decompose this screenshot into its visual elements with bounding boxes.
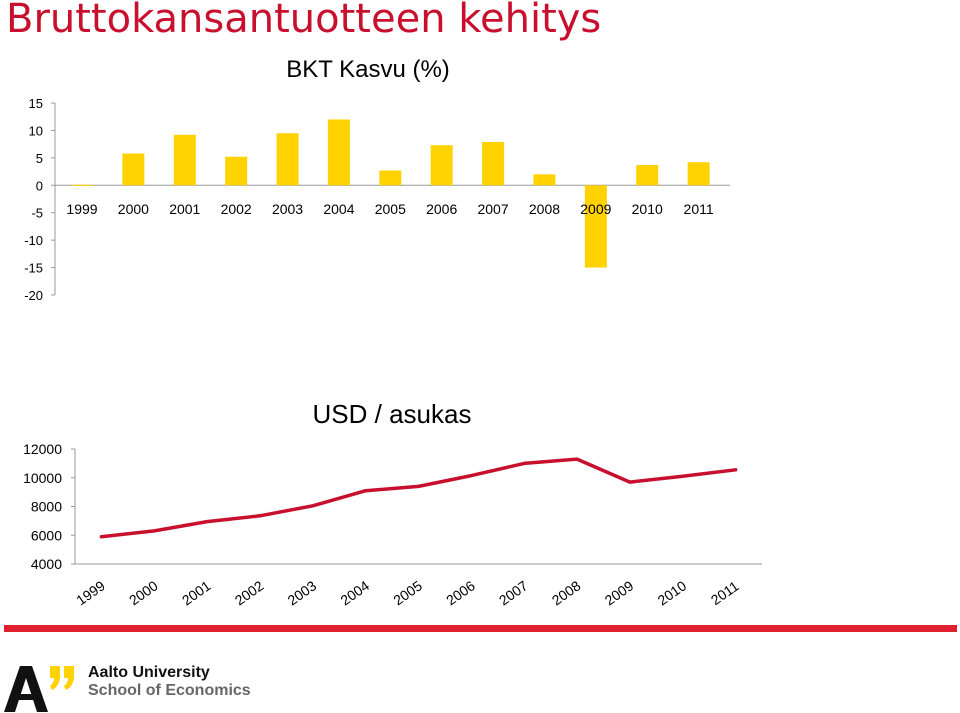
x-tick-label: 2007 [496,577,531,608]
y-tick-label: 10000 [23,470,62,486]
y-tick-label: -5 [31,206,43,221]
y-tick-label: 12000 [23,441,62,457]
x-tick-label: 2001 [179,577,214,608]
bar [430,145,453,186]
y-tick-label: 6000 [31,527,62,543]
x-tick-label: 2001 [169,201,200,217]
bar [225,156,248,186]
gdp-per-capita-line-chart: USD / asukas 12000 10000 8000 6000 4000 1999 20… [23,399,762,608]
data-point [364,489,368,493]
logo-line-university: Aalto University [88,664,210,681]
x-tick-label: 2002 [232,577,267,608]
chart-title: BKT Kasvu (%) [286,56,450,83]
data-point [417,484,420,488]
bar [276,133,299,186]
y-tick-label: 5 [36,151,43,166]
x-tick-label: 2009 [580,201,611,217]
y-tick-label: 0 [36,178,43,193]
x-tick-label: 2003 [272,201,303,217]
chart-title: USD / asukas [313,399,472,429]
slide-title: Bruttokansantuotteen kehitys [6,0,602,42]
aalto-logo-icon [4,666,74,712]
x-tick-label: 2005 [390,577,425,608]
x-tick-label: 2010 [655,577,690,608]
x-tick-label: 2004 [337,577,372,608]
bar [173,134,196,186]
y-tick-label: -15 [24,261,43,276]
y-tick-label: 8000 [31,499,62,515]
x-tick-label: 2006 [426,201,457,217]
bar [584,185,607,268]
bar [122,153,145,186]
data-point [311,504,315,508]
data-point [575,457,579,461]
x-tick-label: 2009 [602,577,637,608]
x-tick-label: 1999 [73,577,108,608]
bar [379,170,402,186]
bar [687,162,710,186]
bar [71,184,93,186]
y-tick-label: 15 [29,96,43,111]
data-point [205,520,209,524]
y-tick-label: -10 [24,233,43,248]
x-tick-label: 2002 [221,201,252,217]
x-tick-label: 2010 [632,201,663,217]
series-line [99,457,738,539]
bar [636,164,659,186]
x-tick-label: 1999 [66,201,97,217]
x-tick-label: 2007 [477,201,508,217]
data-point [734,468,738,472]
y-tick-label: 10 [29,123,43,138]
y-tick-label: -20 [24,288,43,303]
x-tick-label: 2008 [529,201,560,217]
x-tick-label: 2000 [118,201,149,217]
logo-text: Aalto University School of Economics [88,664,251,700]
data-point [258,514,262,518]
data-point [152,529,156,533]
y-tick-label: 4000 [31,556,62,572]
x-tick-label: 2011 [708,578,742,608]
x-tick-label: 2000 [126,577,161,608]
bar [533,174,556,186]
data-point [628,480,632,484]
logo-line-school: School of Economics [88,682,251,699]
red-divider [4,625,957,632]
data-point [99,535,103,539]
data-point [522,461,526,465]
x-tick-label: 2006 [443,577,478,608]
x-tick-label: 2004 [323,201,354,217]
x-tick-label: 2005 [375,201,406,217]
bar [327,119,350,186]
bar [482,141,505,186]
gdp-growth-bar-chart: BKT Kasvu (%) 15 10 5 0 -5 -10 -15 -20 1999 2000 20… [24,56,730,303]
x-tick-label: 2008 [549,577,584,608]
data-point [681,474,685,478]
x-tick-label: 2003 [285,577,320,608]
x-tick-label: 2011 [684,201,714,217]
data-point [469,474,473,478]
